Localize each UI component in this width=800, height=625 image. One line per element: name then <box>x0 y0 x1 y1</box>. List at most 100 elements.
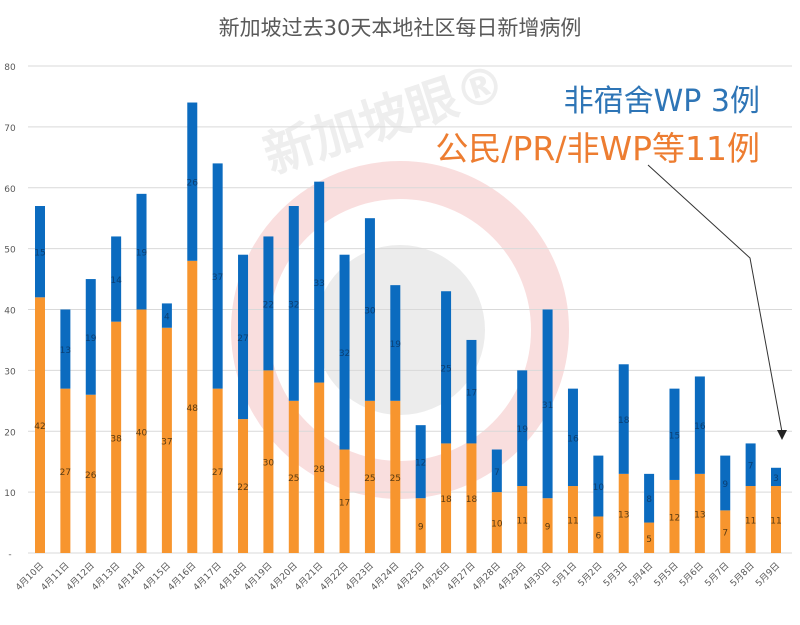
x-tick-label: 5月7日 <box>703 560 732 589</box>
data-label-citizen: 27 <box>212 468 223 478</box>
bar-wp <box>644 473 655 523</box>
data-label-citizen: 27 <box>60 468 71 478</box>
data-label-wp: 12 <box>415 459 426 469</box>
bar-wp <box>35 206 45 298</box>
bar-wp <box>111 236 122 322</box>
bar-wp <box>212 163 223 389</box>
bar-citizen <box>161 327 172 553</box>
bar-wp <box>466 339 477 444</box>
bar-citizen <box>238 419 249 553</box>
y-tick-label: 80 <box>4 63 16 73</box>
data-label-citizen: 11 <box>770 517 781 527</box>
data-label-citizen: 13 <box>694 510 705 520</box>
annotation-arrow-head <box>777 430 787 440</box>
data-label-citizen: 5 <box>646 535 652 545</box>
bar-citizen <box>669 479 680 553</box>
bar-wp <box>542 309 553 499</box>
data-label-citizen: 42 <box>34 422 45 432</box>
bar-citizen <box>644 522 655 553</box>
data-label-wp: 4 <box>164 313 170 323</box>
data-label-wp: 18 <box>618 416 630 426</box>
data-label-wp: 15 <box>34 249 45 259</box>
data-label-citizen: 11 <box>745 517 756 527</box>
bar-wp <box>288 206 299 401</box>
data-label-wp: 7 <box>494 468 500 478</box>
data-label-citizen: 22 <box>237 483 248 493</box>
data-label-citizen: 13 <box>618 510 629 520</box>
bar-citizen <box>390 400 401 553</box>
data-label-wp: 3 <box>773 474 779 484</box>
data-label-wp: 8 <box>646 495 652 505</box>
bar-citizen <box>60 388 71 553</box>
data-label-wp: 17 <box>466 389 477 399</box>
bar-citizen <box>339 449 350 553</box>
bar-wp <box>187 102 198 261</box>
bar-citizen <box>466 443 477 553</box>
bar-citizen <box>491 492 502 553</box>
y-tick-label: - <box>8 550 11 560</box>
data-label-wp: 25 <box>440 364 451 374</box>
bar-citizen <box>618 473 629 553</box>
data-label-wp: 37 <box>212 273 223 283</box>
x-tick-label: 5月8日 <box>728 560 757 589</box>
data-label-citizen: 11 <box>567 517 578 527</box>
bar-wp <box>263 236 274 371</box>
bar-citizen <box>187 260 198 553</box>
bar-citizen <box>212 388 223 553</box>
annotation-wp: 非宿舍WP 3例 <box>563 84 760 119</box>
data-label-citizen: 10 <box>491 520 503 530</box>
y-tick-label: 10 <box>4 489 16 499</box>
bar-citizen <box>85 394 96 553</box>
bar-wp <box>415 425 426 499</box>
x-tick-label: 5月9日 <box>754 560 783 589</box>
y-tick-label: 50 <box>4 246 16 256</box>
bar-citizen <box>771 486 781 553</box>
data-label-wp: 19 <box>390 340 402 350</box>
bar-wp <box>618 364 629 474</box>
bar-wp <box>364 218 375 401</box>
data-label-wp: 32 <box>339 349 350 359</box>
data-label-wp: 27 <box>237 334 248 344</box>
bar-citizen <box>720 510 731 553</box>
data-label-wp: 19 <box>85 334 97 344</box>
bar-citizen <box>567 486 578 553</box>
data-label-citizen: 37 <box>161 437 172 447</box>
y-tick-label: 70 <box>4 124 16 134</box>
bar-wp <box>745 443 756 487</box>
data-label-wp: 9 <box>722 480 728 490</box>
chart-title: 新加坡过去30天本地社区每日新增病例 <box>218 16 582 40</box>
bar-citizen <box>441 443 452 553</box>
bar-citizen <box>694 473 705 553</box>
data-label-citizen: 18 <box>440 495 452 505</box>
bar-wp <box>339 254 350 450</box>
bar-wp <box>161 303 172 328</box>
data-label-citizen: 11 <box>516 517 527 527</box>
data-label-wp: 7 <box>748 462 754 472</box>
bar-citizen <box>288 400 299 553</box>
y-tick-label: 40 <box>4 307 16 317</box>
bar-citizen <box>35 297 45 553</box>
bar-wp <box>669 388 680 480</box>
bar-wp <box>720 455 731 511</box>
bar-wp <box>694 376 705 474</box>
x-tick-label: 5月6日 <box>677 560 706 589</box>
bar-citizen <box>314 382 325 553</box>
annotation-arrow-line <box>647 164 783 433</box>
bar-wp <box>491 449 502 493</box>
bar-wp <box>238 254 249 420</box>
bar-wp <box>390 285 401 401</box>
x-tick-label: 5月5日 <box>652 560 681 589</box>
data-label-wp: 26 <box>187 179 199 189</box>
x-tick-label: 5月1日 <box>550 560 579 589</box>
x-tick-label: 5月3日 <box>601 560 630 589</box>
data-label-wp: 10 <box>593 483 605 493</box>
bar-wp <box>60 309 71 389</box>
data-label-wp: 30 <box>364 307 376 317</box>
data-label-citizen: 28 <box>313 465 325 475</box>
bar-citizen <box>517 486 528 553</box>
y-tick-label: 60 <box>4 185 16 195</box>
x-tick-label: 5月4日 <box>627 560 656 589</box>
data-label-wp: 31 <box>542 401 553 411</box>
